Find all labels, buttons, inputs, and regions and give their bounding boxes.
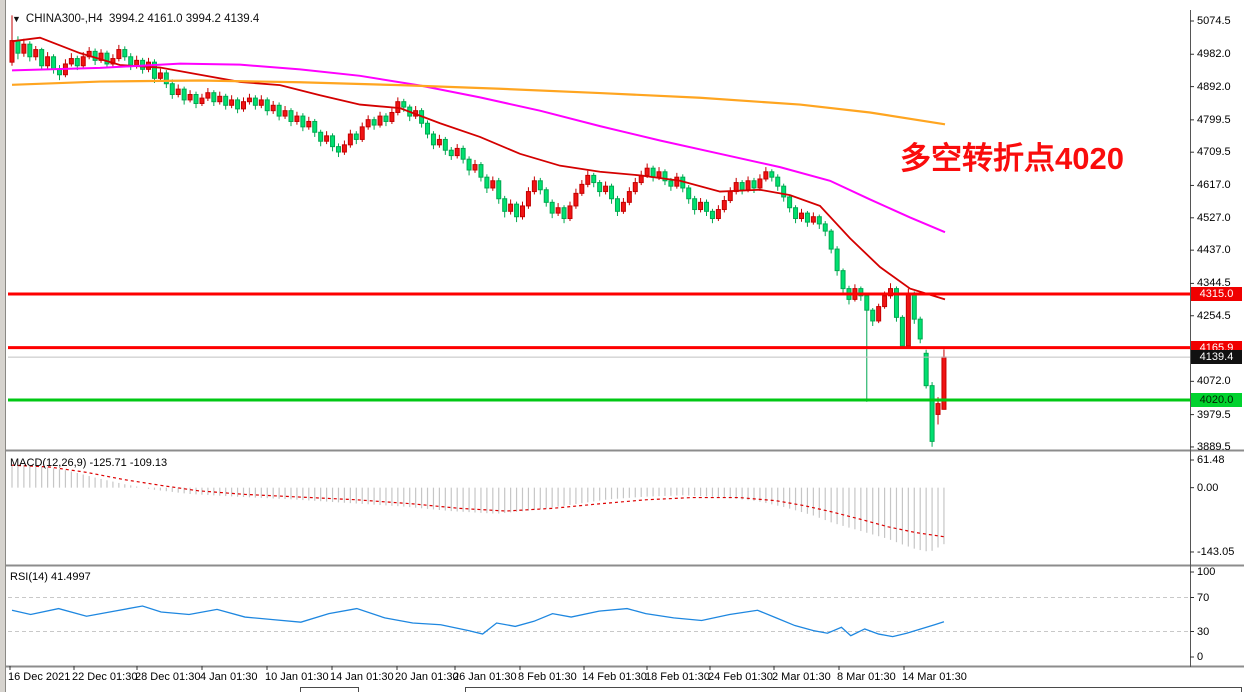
axis-tick-label: 0 — [1197, 651, 1204, 663]
panel-resize-divider-rsi[interactable] — [6, 563, 1244, 567]
support-4020-badge: 4020.0 — [1191, 393, 1242, 408]
bottom-window-tab[interactable] — [465, 687, 1242, 692]
axis-tick-label: 8 Mar 01:30 — [837, 671, 896, 683]
axis-tick-label: 14 Jan 01:30 — [330, 671, 394, 683]
axis-tick-label: 24 Feb 01:30 — [708, 671, 773, 683]
axis-tick-label: 3889.5 — [1197, 440, 1231, 453]
macd-indicator-label: MACD(12,26,9) -125.71 -109.13 — [10, 457, 167, 470]
axis-tick-label: 14 Mar 01:30 — [902, 671, 967, 683]
axis-tick-label: 4072.0 — [1197, 375, 1231, 388]
axis-tick-label: -143.05 — [1197, 545, 1235, 558]
axis-tick-label: 70 — [1197, 591, 1210, 604]
axis-tick-label: 26 Jan 01:30 — [453, 671, 517, 683]
macd-name: MACD(12,26,9) — [10, 457, 87, 469]
rsi-value: 41.4997 — [50, 571, 91, 583]
resistance-4315-badge: 4315.0 — [1191, 286, 1242, 301]
axis-tick-label: 0.00 — [1197, 481, 1219, 494]
symbol-dropdown-icon[interactable]: ▼ — [12, 14, 21, 24]
ohlc-values: 3994.2 4161.0 3994.2 4139.4 — [109, 13, 260, 25]
axis-tick-label: 18 Feb 01:30 — [645, 671, 710, 683]
axis-tick-label: 4617.0 — [1197, 179, 1231, 192]
axis-tick-label: 30 — [1197, 625, 1210, 638]
axis-tick-label: 4799.5 — [1197, 113, 1231, 126]
ma-slow — [11, 79, 946, 126]
axis-tick-label: 61.48 — [1197, 454, 1225, 466]
axis-tick-label: 4709.5 — [1197, 146, 1231, 159]
axis-tick-label: 14 Feb 01:30 — [582, 671, 647, 683]
symbol-period-label: CHINA300-,H4 — [25, 13, 103, 25]
window-left-edge — [0, 0, 6, 692]
axis-tick-label: 28 Dec 01:30 — [135, 671, 201, 683]
axis-tick-label: 5074.5 — [1197, 14, 1231, 27]
axis-tick-label: 20 Jan 01:30 — [395, 671, 459, 683]
axis-tick-label: 3979.5 — [1197, 408, 1231, 421]
axis-tick-label: 4982.0 — [1197, 48, 1231, 61]
macd-values: -125.71 -109.13 — [89, 457, 168, 469]
axis-tick-label: 100 — [1197, 566, 1216, 578]
bottom-window-tab[interactable] — [300, 687, 359, 692]
axis-tick-label: 16 Dec 2021 — [8, 671, 71, 683]
rsi-indicator-label: RSI(14) 41.4997 — [10, 571, 91, 584]
axis-tick-label: 22 Dec 01:30 — [72, 671, 138, 683]
ma-fast — [11, 36, 946, 301]
axis-tick-label: 4 Jan 01:30 — [200, 671, 258, 683]
current-price-badge: 4139.4 — [1191, 350, 1242, 365]
axis-tick-label: 4344.5 — [1197, 277, 1231, 290]
axis-tick-label: 4892.0 — [1197, 80, 1231, 93]
axis-tick-label: 8 Feb 01:30 — [518, 671, 577, 683]
axis-tick-label: 4254.5 — [1197, 309, 1231, 322]
axis-tick-label: 4527.0 — [1197, 211, 1231, 224]
panel-resize-divider-macd[interactable] — [6, 448, 1244, 452]
annotation-text[interactable]: 多空转折点4020 — [900, 141, 1124, 176]
axis-tick-label: 10 Jan 01:30 — [265, 671, 329, 683]
ma-medium — [11, 62, 946, 234]
rsi-name: RSI(14) — [10, 571, 48, 583]
axis-tick-label: 2 Mar 01:30 — [772, 671, 831, 683]
chart-title: ▼ CHINA300-,H4 3994.2 4161.0 3994.2 4139.… — [12, 13, 259, 26]
axis-tick-label: 4437.0 — [1197, 244, 1231, 257]
